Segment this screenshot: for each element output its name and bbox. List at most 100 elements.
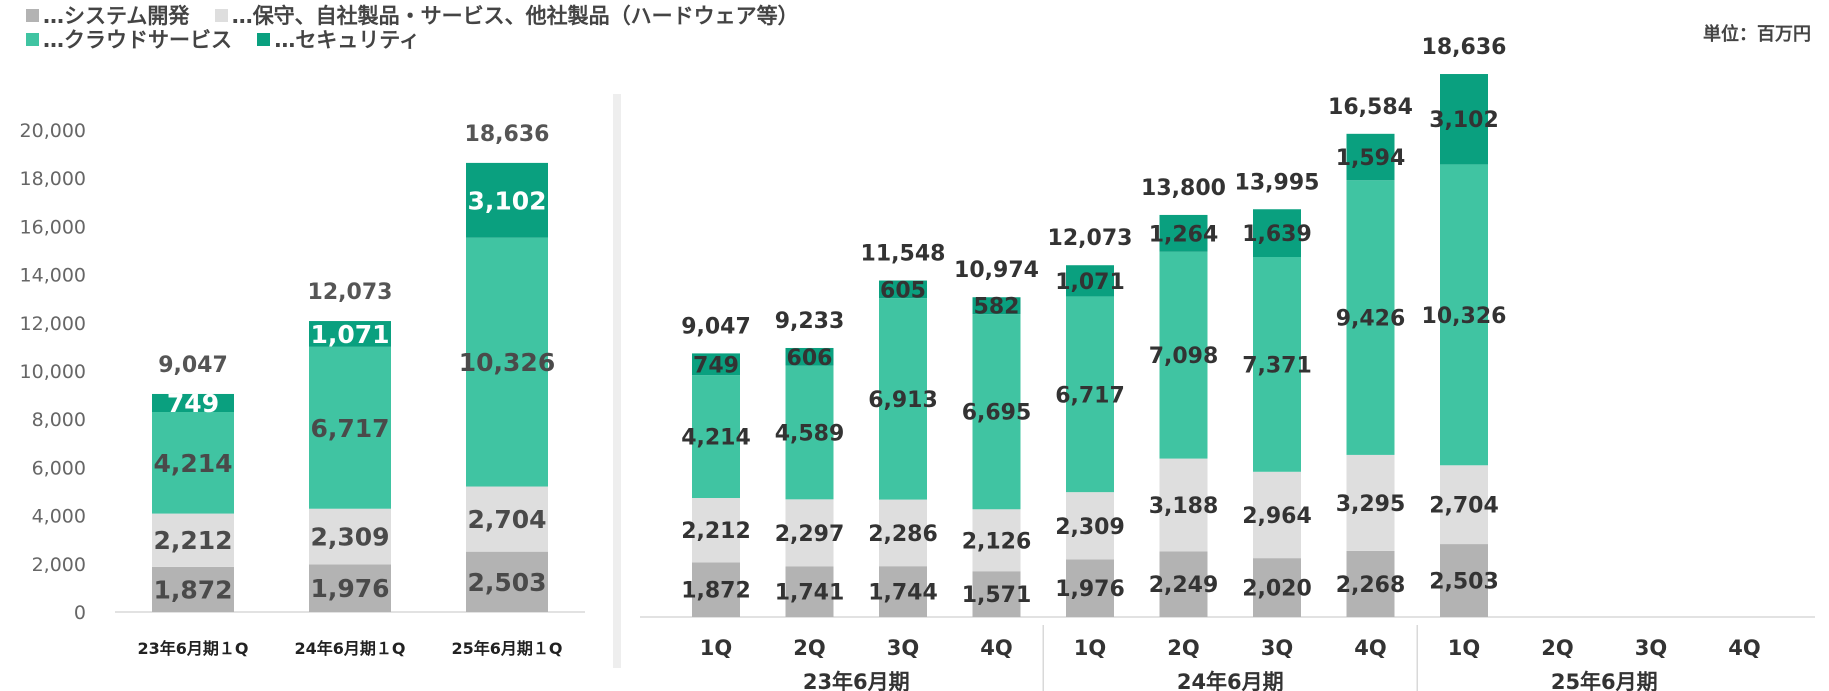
legend-swatch-maintenance	[214, 8, 228, 22]
right-bar-4-seg-0	[1066, 559, 1114, 617]
right-bar-0-seg-1	[692, 498, 740, 563]
left-ytick-8: 16,000	[20, 216, 86, 238]
chart-right-quarterly: 1,872 2,212 4,214 749 9,047 1Q 1,741 2,297 4,589…	[640, 35, 1815, 691]
right-bar-4-label-0: 1,976	[1055, 577, 1125, 602]
right-bar-4-seg-1	[1066, 492, 1114, 560]
right-bar-1-seg-2	[785, 365, 834, 500]
right-bar-0-label-3: 749	[693, 353, 739, 378]
right-bar-2-label-0: 1,744	[868, 581, 938, 606]
right-bar-3-seg-2	[972, 314, 1021, 510]
left-bar-2-label-0: 2,503	[467, 568, 546, 597]
legend-item-security: …セキュリティ	[257, 24, 420, 54]
left-ytick-10: 20,000	[20, 120, 86, 142]
right-total-1: 9,233	[775, 309, 845, 334]
right-bar-1-label-3: 606	[787, 346, 833, 371]
right-bar-0-seg-3	[692, 353, 740, 376]
right-bar-5-label-0: 2,249	[1149, 573, 1219, 598]
right-bar-5-seg-2	[1159, 251, 1208, 459]
right-xlabel-1: 2Q	[793, 636, 825, 660]
right-xlabel-8: 1Q	[1448, 636, 1480, 660]
left-bar-1-seg-3	[309, 321, 391, 347]
left-ytick-6: 12,000	[20, 313, 86, 335]
legend-label-maintenance: …保守、自社製品・サービス、他社製品（ハードウェア等）	[231, 4, 799, 28]
left-ytick-1: 2,000	[32, 554, 86, 576]
right-bar-2-label-3: 605	[880, 278, 926, 303]
right-bar-7-seg-0	[1346, 550, 1395, 617]
right-total-7: 16,584	[1328, 95, 1413, 120]
legend-swatch-system-dev	[26, 8, 39, 22]
left-ytick-3: 6,000	[32, 457, 86, 479]
right-bar-2-label-1: 2,286	[868, 522, 938, 547]
left-bar-0-seg-0	[152, 566, 234, 612]
left-bar-2-seg-0	[466, 551, 548, 612]
left-xlabel-1: 24年6月期１Q	[294, 639, 405, 658]
right-bar-3-label-3: 582	[974, 295, 1020, 320]
right-bar-8-label-2: 10,326	[1422, 304, 1507, 329]
right-xlabel-2: 3Q	[887, 636, 919, 660]
legend-label-cloud: …クラウドサービス	[43, 28, 232, 52]
right-bar-7-label-2: 9,426	[1336, 307, 1406, 332]
right-total-5: 13,800	[1141, 176, 1226, 201]
legend-row-1: …システム開発 …保守、自社製品・サービス、他社製品（ハードウェア等）	[26, 0, 817, 30]
right-bar-5-seg-0	[1159, 551, 1208, 617]
right-bar-2-seg-3	[879, 280, 927, 299]
right-bar-3-seg-3	[972, 297, 1021, 315]
right-bar-0-label-2: 4,214	[681, 426, 751, 451]
left-ytick-7: 14,000	[20, 265, 86, 287]
right-bar-7-label-0: 2,268	[1336, 573, 1406, 598]
right-xlabel-0: 1Q	[700, 636, 732, 660]
right-bar-1-seg-0	[785, 566, 834, 617]
left-ytick-5: 10,000	[20, 361, 86, 383]
right-bar-6-label-0: 2,020	[1242, 577, 1312, 602]
left-bar-1-seg-0	[309, 564, 391, 612]
right-bar-0-seg-0	[692, 562, 740, 617]
left-total-0: 9,047	[158, 353, 228, 378]
left-bar-0-label-0: 1,872	[153, 575, 232, 604]
left-bar-0-label-3: 749	[167, 389, 219, 418]
legend-swatch-security	[257, 32, 271, 46]
left-ytick-2: 4,000	[32, 506, 86, 528]
right-bar-5-label-2: 7,098	[1149, 344, 1219, 369]
right-bar-5-label-3: 1,264	[1149, 222, 1219, 247]
right-bar-0-label-1: 2,212	[681, 519, 751, 544]
right-bar-4-label-2: 6,717	[1055, 383, 1125, 408]
left-bar-1-label-1: 2,309	[310, 523, 389, 552]
right-bar-8-label-0: 2,503	[1429, 570, 1499, 595]
right-bar-4-label-1: 2,309	[1055, 515, 1125, 540]
right-bar-4-seg-2	[1066, 296, 1114, 493]
right-bar-8-label-3: 3,102	[1429, 108, 1499, 133]
chart-left-annual-q1: 0 2,000 4,000 6,000 8,000 10,000 12,000 14,000 1…	[20, 120, 585, 658]
left-bar-2-label-2: 10,326	[459, 348, 555, 377]
right-bar-6-seg-0	[1253, 558, 1301, 617]
right-bar-3-seg-1	[972, 509, 1021, 572]
right-bar-1-label-2: 4,589	[775, 421, 845, 446]
left-bar-1-seg-1	[309, 508, 391, 565]
right-total-6: 13,995	[1235, 170, 1320, 195]
right-group-label-2: 25年6月期	[1551, 670, 1658, 691]
left-ytick-9: 18,000	[20, 168, 86, 190]
right-bar-6-label-3: 1,639	[1242, 222, 1312, 247]
right-xlabel-10: 3Q	[1635, 636, 1667, 660]
right-bar-7-label-3: 1,594	[1336, 146, 1406, 171]
legend-label-system-dev: …システム開発	[43, 4, 190, 28]
right-bar-3-label-0: 1,571	[962, 583, 1032, 608]
right-total-2: 11,548	[861, 242, 946, 267]
legend-swatch-cloud	[26, 32, 39, 46]
right-bar-1-seg-3	[785, 347, 834, 366]
left-xlabel-2: 25年6月期１Q	[451, 639, 562, 658]
right-group-label-0: 23年6月期	[803, 670, 910, 691]
left-bar-2-seg-1	[466, 486, 548, 552]
left-bar-1-label-3: 1,071	[310, 320, 389, 349]
right-bar-8-seg-1	[1440, 465, 1488, 545]
right-total-0: 9,047	[681, 314, 751, 339]
right-bar-8-seg-3	[1440, 74, 1488, 165]
left-bar-2-label-3: 3,102	[467, 186, 546, 215]
right-bar-5-seg-3	[1159, 214, 1208, 252]
left-bar-0-label-2: 4,214	[153, 449, 232, 478]
legend-item-maintenance: …保守、自社製品・サービス、他社製品（ハードウェア等）	[214, 0, 799, 30]
right-bar-3-label-1: 2,126	[962, 529, 1032, 554]
right-bar-0-seg-2	[692, 375, 740, 499]
right-xlabel-4: 1Q	[1074, 636, 1106, 660]
left-bar-0-seg-2	[152, 412, 234, 514]
